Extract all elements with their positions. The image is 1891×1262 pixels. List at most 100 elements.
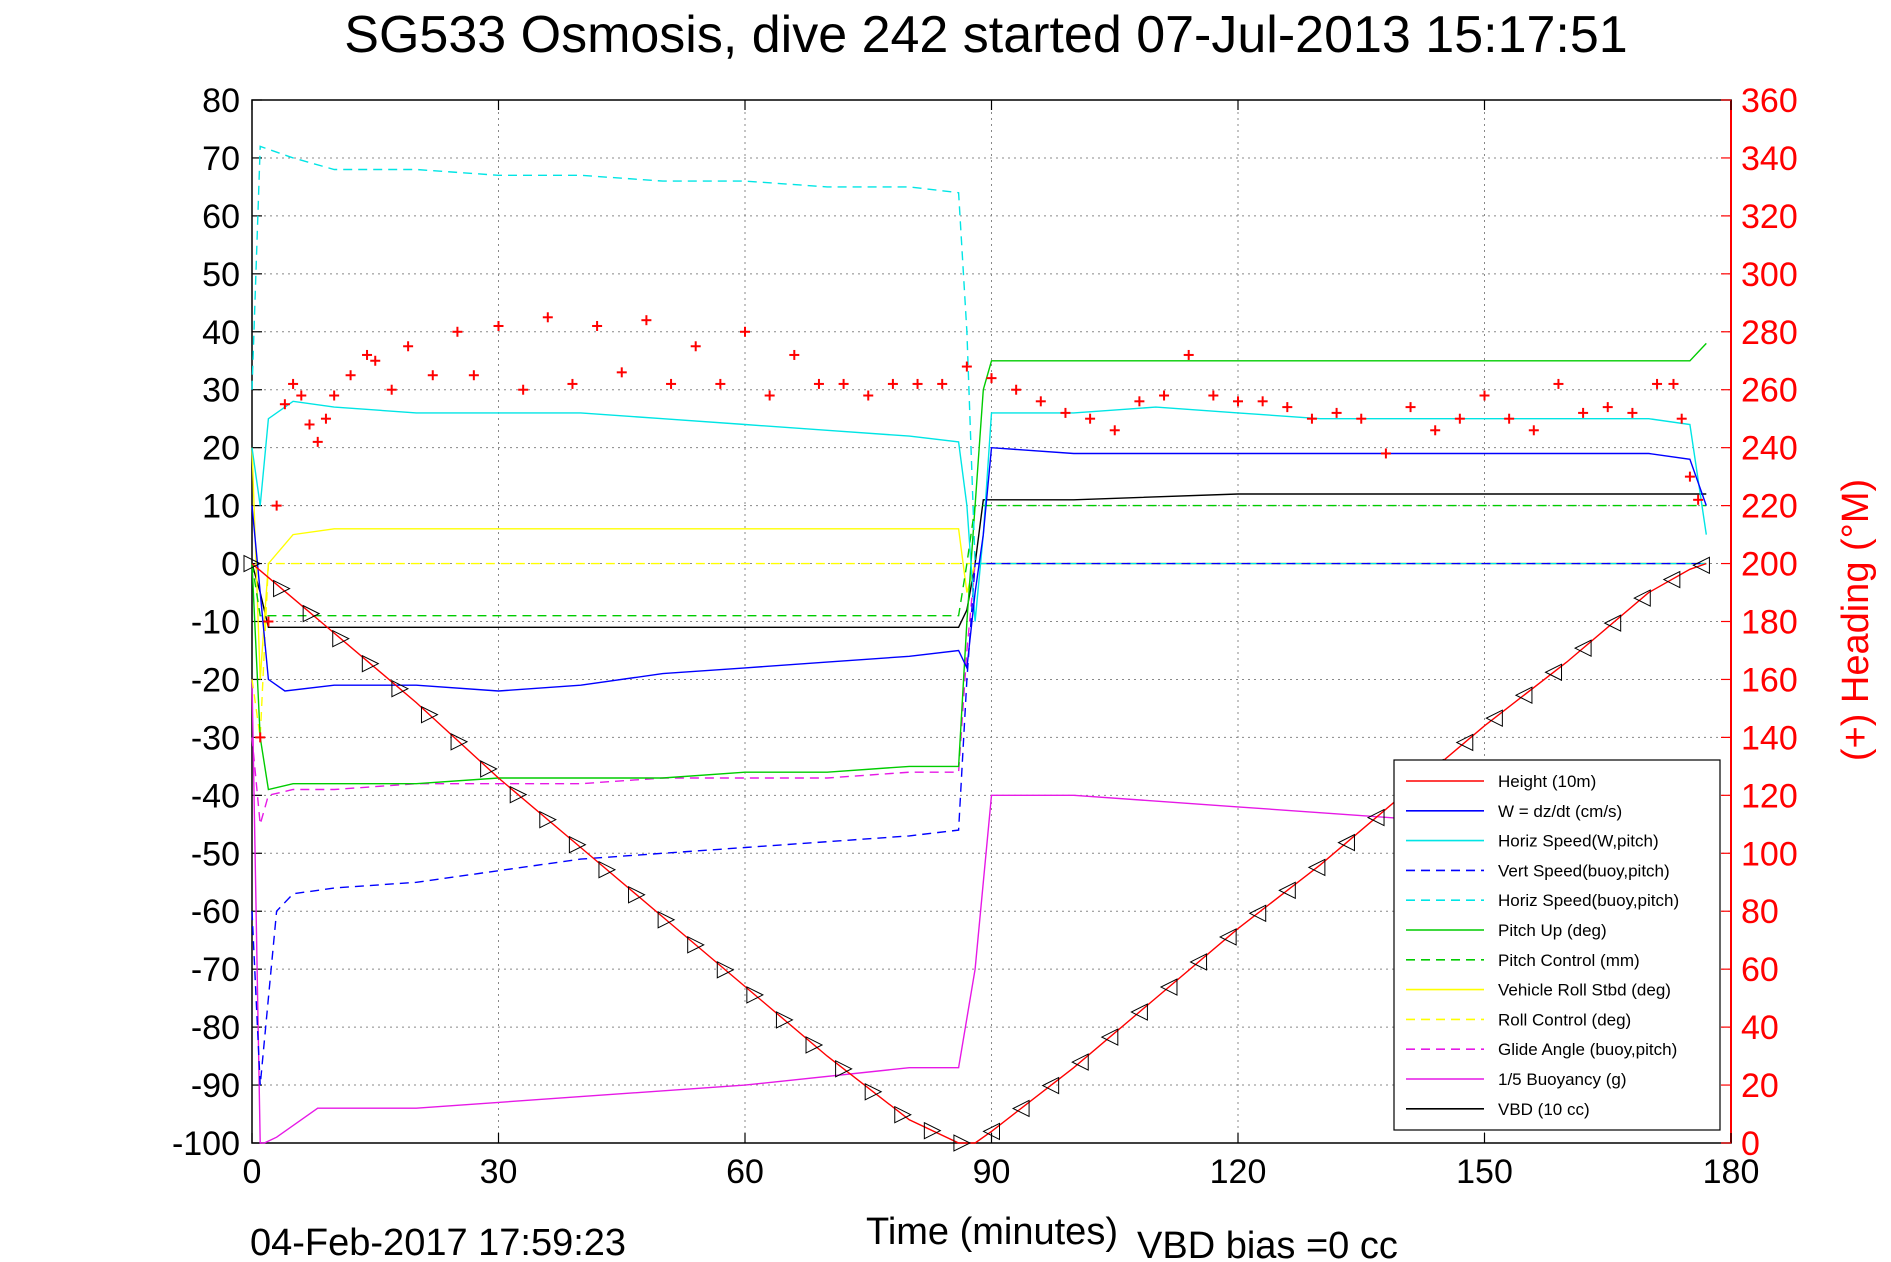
series-line [251,493,1707,628]
height-marker [1455,733,1474,752]
height-marker [1633,589,1651,607]
height-marker [1248,904,1267,923]
height-marker [568,835,587,854]
y-tick-label: 80 [202,82,240,120]
legend-label: Height (10m) [1498,772,1596,791]
height-marker [1219,928,1237,946]
legend: Height (10m) W = dz/dt (cm/s) Horiz Speed(… [1393,759,1721,1131]
height-marker [1307,858,1326,877]
series [243,145,1710,1152]
height-marker [1071,1053,1089,1071]
y-right-tick-label: 360 [1741,82,1798,120]
height-marker [1130,1003,1148,1021]
right-axis-label: (+) Heading (°M) [1835,479,1877,761]
y-right-tick-label: 260 [1741,372,1798,410]
y-tick-label: -90 [191,1067,240,1105]
height-marker [1100,1028,1119,1046]
y-right-tick-label: 40 [1741,1009,1779,1047]
legend-box [1393,759,1721,1131]
y-tick-label: -30 [191,719,240,757]
y-tick-label: 60 [202,198,240,236]
y-tick-label: -60 [191,893,240,931]
y-right-tick-label: 160 [1741,661,1798,699]
y-right-tick-label: 100 [1741,835,1798,873]
height-marker [628,885,646,904]
height-marker [361,654,380,673]
y-tick-label: 40 [202,314,240,352]
series-line [251,562,1707,738]
series-line [251,562,1707,1144]
x-axis-label: Time (minutes) [866,1211,1118,1253]
y-tick-label: -10 [191,604,240,642]
height-marker [332,629,350,648]
height-marker [775,1011,794,1029]
height-marker [1159,978,1178,996]
legend-label: Vert Speed(buoy,pitch) [1498,861,1670,880]
y-right-tick-label: 80 [1741,893,1779,931]
height-marker [1366,808,1385,827]
y-right-tick-label: 180 [1741,604,1798,642]
height-marker [480,760,498,778]
x-tick-label: 60 [726,1153,764,1191]
x-tick-label: 180 [1703,1153,1760,1191]
height-marker [687,936,705,954]
y-tick-label: 70 [202,140,240,178]
height-marker [302,604,321,623]
legend-label: Pitch Up (deg) [1498,921,1607,940]
footer-vbd-bias: VBD bias =0 cc [1137,1225,1398,1262]
legend-label: 1/5 Buoyancy (g) [1498,1070,1627,1089]
height-marker [420,705,439,724]
height-marker [657,910,676,929]
height-marker [1485,709,1503,727]
footer-timestamp: 04-Feb-2017 17:59:23 [250,1222,626,1262]
legend-label: Horiz Speed(W,pitch) [1498,832,1659,851]
height-marker [450,732,469,751]
series-line [251,342,1707,791]
series-line [251,562,1707,1086]
y-tick-label: -100 [172,1125,240,1163]
height-marker [509,785,528,804]
height-marker [923,1121,942,1140]
height-marker [598,860,617,879]
y-right-tick-label: 140 [1741,719,1798,757]
height-marker [1603,614,1622,632]
height-marker [1278,881,1296,900]
height-marker [1011,1099,1030,1118]
height-marker [1041,1076,1060,1095]
height-marker [539,810,557,829]
height-marker [273,579,291,598]
height-marker [1692,556,1710,575]
series-line [251,400,1707,622]
y-tick-label: 10 [202,488,240,526]
height-marker [746,986,764,1004]
series-line [251,145,1707,565]
legend-label: W = dz/dt (cm/s) [1498,802,1622,821]
y-right-tick-label: 20 [1741,1067,1779,1105]
height-marker [805,1036,824,1054]
height-marker [1189,953,1208,971]
legend-label: VBD (10 cc) [1498,1100,1590,1119]
y-tick-label: -20 [191,661,240,699]
x-tick-label: 0 [243,1153,262,1191]
height-marker [982,1122,1000,1141]
height-marker [716,961,735,979]
y-right-tick-label: 300 [1741,256,1798,294]
height-marker [243,554,262,573]
height-marker [391,679,410,698]
height-marker [1544,663,1563,682]
height-marker [1662,570,1681,589]
height-marker [953,1134,972,1152]
y-tick-label: -80 [191,1009,240,1047]
height-marker [1573,639,1592,657]
x-tick-label: 90 [973,1153,1011,1191]
y-right-tick-label: 280 [1741,314,1798,352]
height-marker [835,1060,853,1078]
height-marker [1514,686,1533,705]
legend-label: Roll Control (deg) [1498,1010,1631,1029]
y-right-tick-label: 60 [1741,951,1779,989]
y-right-tick-label: 340 [1741,140,1798,178]
y-right-tick-label: 200 [1741,546,1798,584]
x-tick-label: 120 [1210,1153,1267,1191]
heading-markers [255,312,1704,743]
